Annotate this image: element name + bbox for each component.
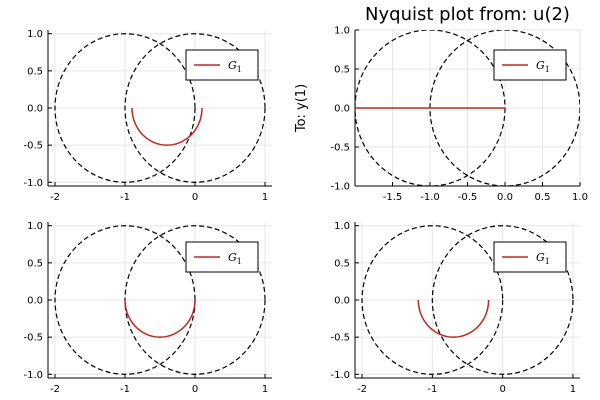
x-tick-label: -1: [120, 192, 130, 203]
series-line-g1: [131, 107, 203, 146]
legend-label-subscript: 1: [237, 257, 242, 266]
y-tick-label: 1.0: [334, 26, 350, 37]
legend: G1: [185, 241, 259, 273]
y-tick-label: 0.5: [334, 65, 350, 76]
series-line-g1: [124, 299, 196, 338]
plot-area: [54, 33, 266, 183]
y-tick-label: 0.0: [27, 104, 43, 115]
y-tick-label: -0.5: [23, 333, 43, 344]
x-tick-label: 1: [570, 384, 576, 395]
y-tick-label: -0.5: [330, 333, 350, 344]
x-tick-label: -1: [120, 384, 130, 395]
y-tick-label: -1.0: [330, 182, 350, 193]
subplot-4: -2 -1 0 1 -1.0 -0.5 0.0 0.5 1.0 G1: [330, 221, 580, 395]
reference-circle-1: [124, 33, 266, 183]
legend: G1: [185, 49, 259, 81]
y-tick-label: 0.5: [27, 66, 43, 77]
x-tick-label: 1: [262, 192, 268, 203]
y-tick-label: 1.0: [334, 221, 350, 232]
plot-area: [361, 225, 574, 375]
x-tick-label: -2: [357, 384, 367, 395]
subplot-2: -1.5 -1.0 -0.5 0.0 0.5 1.0 -1.0 -0.5 0.0 0.5 1.0 G1…: [294, 4, 588, 203]
x-tick-label: -1.5: [383, 192, 403, 203]
y-axis-label: To: y(1): [294, 84, 309, 133]
y-tick-label: 0.0: [334, 296, 350, 307]
legend-label-subscript: 1: [545, 257, 550, 266]
y-tick-label: -1.0: [23, 370, 43, 381]
reference-circle-2: [54, 33, 196, 183]
x-tick-label: 0.0: [497, 192, 513, 203]
x-tick-label: -0.5: [458, 192, 478, 203]
series-line-g1: [417, 299, 490, 338]
y-tick-label: 0.5: [27, 258, 43, 269]
x-tick-label: 1: [262, 384, 268, 395]
x-tick-label: 0: [192, 384, 198, 395]
plot-area: [355, 30, 580, 186]
legend-label-subscript: 1: [545, 65, 550, 74]
x-tick-label: 1.0: [572, 192, 588, 203]
x-tick-label: -2: [50, 192, 60, 203]
y-tick-label: -0.5: [23, 141, 43, 152]
x-tick-label: 0: [499, 384, 505, 395]
y-tick-label: -0.5: [330, 143, 350, 154]
legend-label-subscript: 1: [237, 65, 242, 74]
y-tick-label: 1.0: [27, 221, 43, 232]
legend: G1: [493, 241, 567, 273]
y-tick-label: -1.0: [23, 178, 43, 189]
legend: G1: [493, 49, 567, 81]
x-tick-label: -1: [427, 384, 437, 395]
x-tick-label: -2: [50, 384, 60, 395]
y-tick-label: 1.0: [27, 29, 43, 40]
plot-area: [54, 225, 266, 375]
y-tick-label: 0.0: [334, 104, 350, 115]
chart-title: Nyquist plot from: u(2): [365, 4, 570, 25]
x-tick-label: -1.0: [420, 192, 440, 203]
y-tick-label: 0.5: [334, 258, 350, 269]
x-tick-label: 0: [192, 192, 198, 203]
y-tick-label: -1.0: [330, 370, 350, 381]
y-tick-label: 0.0: [27, 296, 43, 307]
x-tick-label: 0.5: [535, 192, 551, 203]
subplot-3: -2 -1 0 1 -1.0 -0.5 0.0 0.5 1.0 G1: [23, 221, 272, 395]
reference-circle-2: [361, 225, 504, 375]
reference-circle-1: [431, 225, 574, 375]
subplot-1: -2 -1 0 1 -1.0 -0.5 0.0 0.5 1.0 G1: [23, 29, 272, 203]
